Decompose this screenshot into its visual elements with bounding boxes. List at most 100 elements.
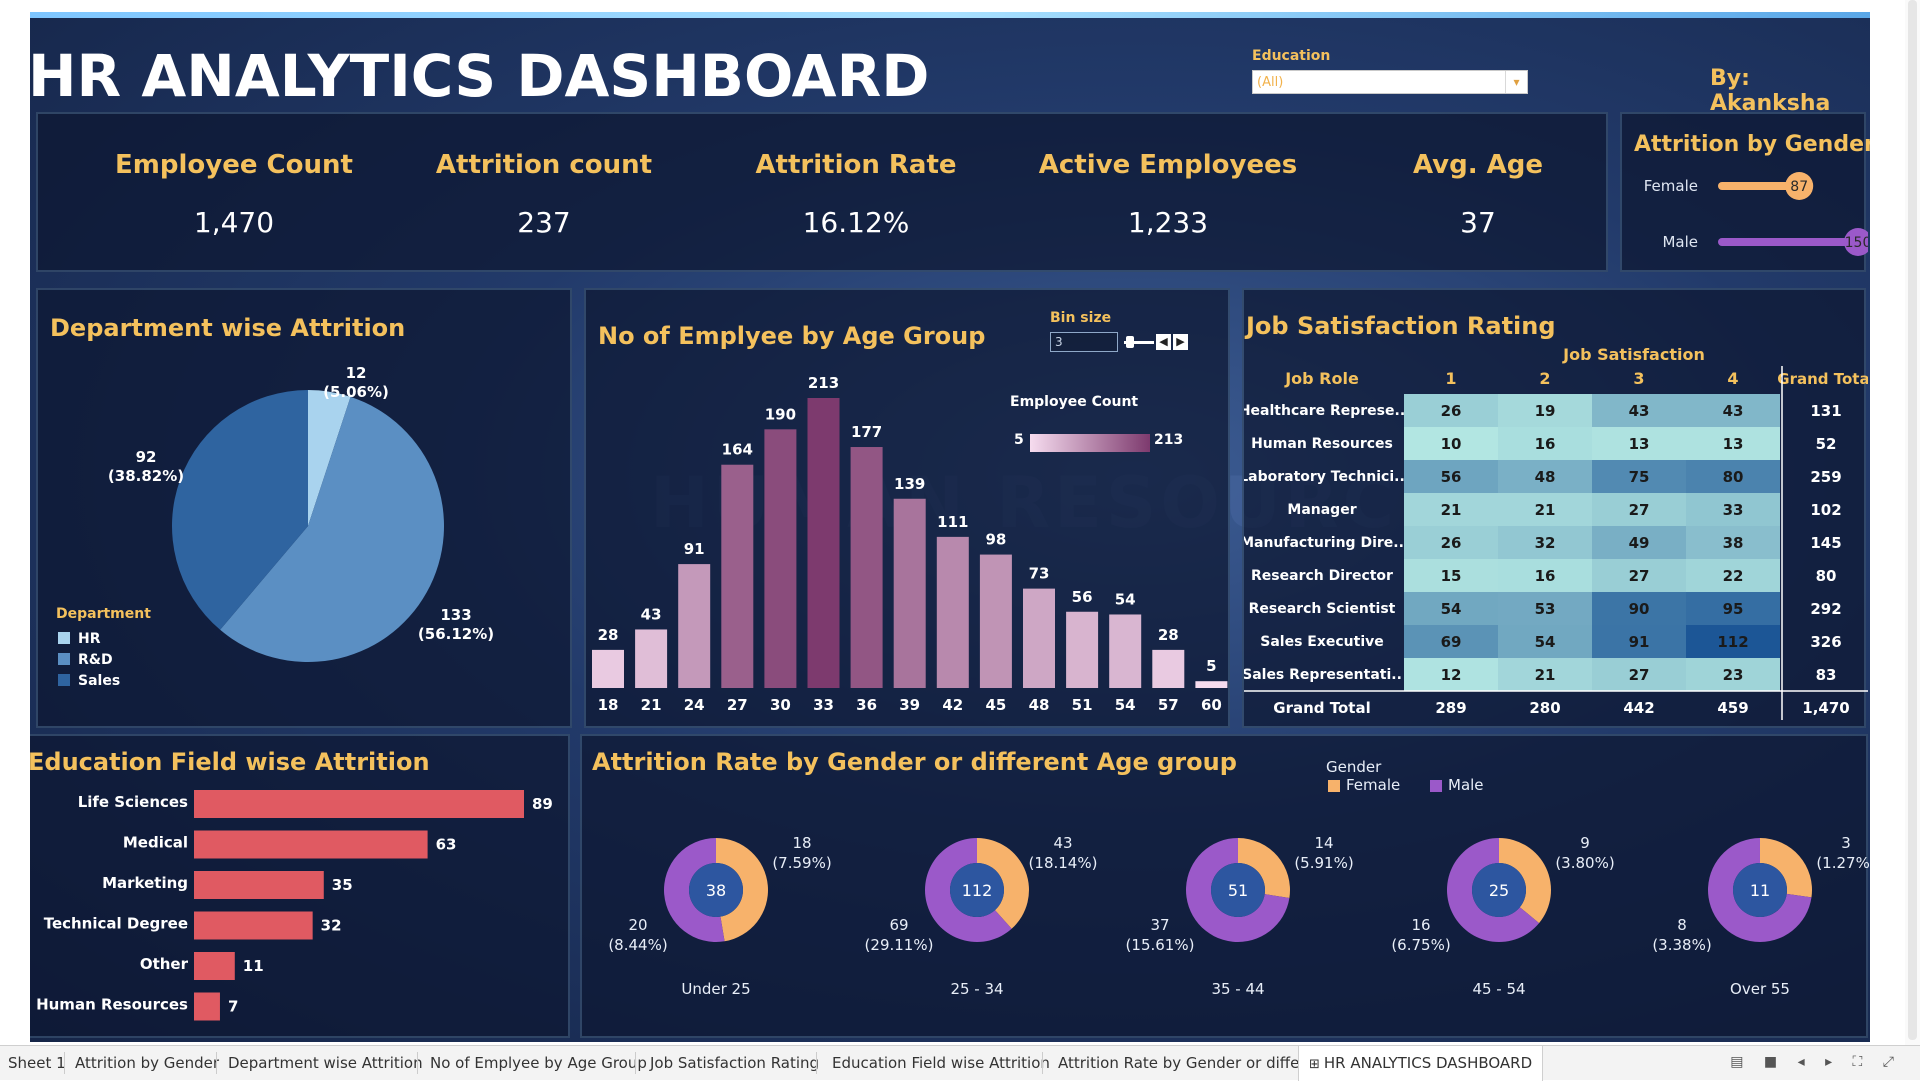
age-bar [721,464,754,688]
job-header-group: Job Satisfaction [1562,345,1705,364]
kpi-label: Attrition Rate [755,150,957,180]
age-bar-value: 28 [598,626,619,644]
donut-total: 112 [962,881,993,900]
gender-bar-cap [1785,172,1814,200]
age-bar-value: 56 [1072,588,1093,606]
tab-gender-age[interactable]: Attrition Rate by Gender or diffe... [1058,1054,1314,1072]
donut-male-pct: (29.11%) [865,936,934,954]
job-cell [1498,592,1592,625]
vertical-scrollbar[interactable] [1905,0,1920,1045]
tab-label: HR ANALYTICS DASHBOARD [1323,1054,1533,1072]
gender-label: Female [1644,177,1698,195]
legend-male-swatch [1430,780,1442,792]
pie-pct-label: (56.12%) [418,625,494,643]
age-bar [979,554,1012,688]
bin-decrement-button[interactable]: ◀ [1156,334,1171,350]
age-tick-label: 39 [899,696,920,714]
job-cell [1404,526,1498,559]
age-tick-label: 42 [942,696,963,714]
donut-female-pct: (1.27%) [1816,854,1870,872]
job-row-total: 102 [1810,501,1841,519]
edu-category-label: Other [140,955,189,973]
donut-group-label: Over 55 [1730,980,1790,998]
page-title: HR ANALYTICS DASHBOARD [30,42,930,110]
age-group-panel: No of Emplyee by Age Group Bin size 3 ◀ … [584,288,1230,728]
panel-title: Job Satisfaction Rating [1246,312,1556,340]
bin-size-input[interactable]: 3 [1050,332,1118,352]
bin-size-label: Bin size [1050,310,1112,326]
job-cell [1686,559,1780,592]
panel-title: Education Field wise Attrition [30,748,430,776]
legend-min: 5 [1014,432,1024,448]
donut-female-pct: (7.59%) [772,854,831,872]
gender-age-panel: Attrition Rate by Gender or different Ag… [580,734,1870,1038]
job-cell-value: 27 [1629,567,1650,585]
bin-increment-button[interactable]: ▶ [1173,334,1188,350]
attrition-by-gender-panel: Attrition by Gender Female 87 Male 150 [1620,112,1870,272]
age-bar [764,429,797,688]
age-bar-value: 164 [722,441,753,459]
job-cell-value: 53 [1535,600,1556,618]
kpi-attrition-rate: Attrition Rate 16.12% [706,150,1006,239]
donut-center [1472,863,1526,917]
kpi-panel: Employee Count 1,470 Attrition count 237… [36,112,1608,272]
kpi-label: Employee Count [115,150,353,180]
scrollbar-thumb[interactable] [1908,0,1917,1040]
age-tick-label: 33 [813,696,834,714]
tab-hr-analytics-dashboard[interactable]: ⊞ HR ANALYTICS DASHBOARD [1298,1046,1544,1081]
job-cell-value: 38 [1723,534,1744,552]
tab-separator [635,1052,636,1074]
age-bar [635,629,668,688]
donut-female-value: 14 [1314,834,1333,852]
job-role-label: Sales Executive [1260,634,1384,650]
kpi-label: Attrition count [435,150,653,180]
pie-legend-swatch [58,674,70,686]
job-cell [1498,559,1592,592]
gender-label: Male [1662,233,1698,251]
donut-male-pct: (8.44%) [608,936,667,954]
job-cell [1686,658,1780,691]
age-tick-label: 27 [727,696,748,714]
education-filter-label: Education [1252,48,1331,64]
panel-title: Department wise Attrition [50,314,406,342]
gender-value-label: 87 [1790,179,1808,195]
job-cell [1498,625,1592,658]
job-cell [1592,625,1686,658]
job-role-label: Sales Representati.. [1244,667,1402,683]
tab-department-attrition[interactable]: Department wise Attrition [228,1054,423,1072]
job-row-total: 259 [1810,468,1841,486]
bin-size-value: 3 [1055,335,1063,349]
legend-title: Employee Count [1010,394,1139,410]
tab-attrition-by-gender[interactable]: Attrition by Gender [75,1054,220,1072]
tab-job-satisfaction[interactable]: Job Satisfaction Rating [650,1054,820,1072]
donut-center [689,863,743,917]
sheet-nav-icons[interactable]: ▤ ■ ◂ ▸ ⛶ ⤢ [1730,1054,1902,1070]
age-bar-value: 190 [765,405,796,423]
bin-slider[interactable] [1124,341,1154,344]
donut-segment [1447,838,1540,942]
education-filter-select[interactable]: (All) ▾ [1252,70,1528,94]
donut-segment [1760,838,1813,898]
job-cell-value: 27 [1629,666,1650,684]
tab-separator [64,1052,65,1074]
chevron-down-icon[interactable]: ▾ [1505,71,1527,93]
job-grand-total-value: 459 [1717,699,1748,717]
age-tick-label: 24 [684,696,705,714]
tab-sheet-1[interactable]: Sheet 1 [8,1054,66,1072]
donut-total: 11 [1750,881,1770,900]
job-cell [1592,592,1686,625]
gender-bar [1718,238,1858,246]
bin-slider-handle[interactable] [1126,336,1134,348]
tab-age-group[interactable]: No of Emplyee by Age Group [430,1054,647,1072]
job-cell-value: 49 [1629,534,1650,552]
job-cell-value: 16 [1535,567,1556,585]
tab-education-field[interactable]: Education Field wise Attrition [832,1054,1050,1072]
pie-value-label: 12 [346,364,367,382]
edu-bar [194,830,428,859]
kpi-value: 1,233 [1127,206,1209,239]
donut-female-value: 43 [1053,834,1072,852]
pie-value-label: 92 [136,448,157,466]
job-row-header: Job Role [1284,369,1359,388]
job-cell [1498,526,1592,559]
donut-segment [716,838,768,942]
